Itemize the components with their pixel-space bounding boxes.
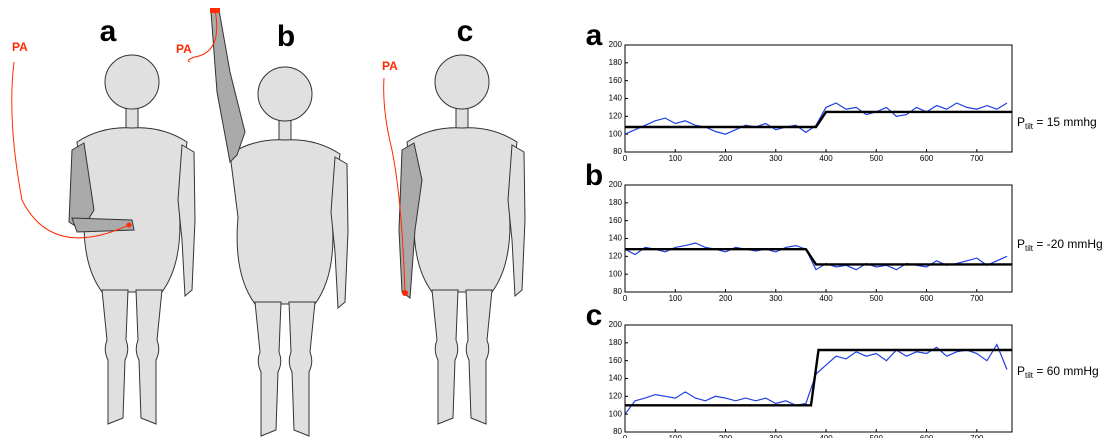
y-tick-label: 160 [609,356,623,365]
y-tick-label: 180 [609,338,623,347]
series-line [624,102,1008,135]
x-tick-label: 300 [769,434,783,438]
x-tick-label: 0 [623,434,628,438]
x-tick-label: 100 [669,154,683,163]
series-line [625,110,1012,129]
y-tick-label: 100 [609,269,623,278]
y-tick-label: 200 [609,40,623,49]
series-line [624,242,1008,271]
x-tick-label: 400 [819,434,833,438]
annotation-sub: tilt [1025,244,1034,253]
x-tick-label: 100 [669,434,683,438]
y-tick-label: 100 [609,129,623,138]
person-b [187,8,349,437]
panel-label: b [585,159,603,192]
x-tick-label: 600 [920,294,934,303]
x-tick-label: 500 [870,434,884,438]
panel-label: a [586,19,603,52]
figure-label: b [277,20,295,53]
x-tick-label: 700 [970,294,984,303]
panel-label: c [586,299,603,332]
x-tick-label: 0 [623,154,628,163]
plot-frame [624,184,1013,293]
x-tick-label: 500 [870,154,884,163]
x-tick-label: 300 [769,154,783,163]
annotation-rest: = -20 mmHg [1033,237,1103,251]
annotation-sub: tilt [1025,122,1034,131]
y-tick-label: 100 [609,409,623,418]
y-tick-label: 120 [609,251,623,260]
annotation-rest: = 15 mmhg [1033,115,1097,129]
annotation-sub: tilt [1025,371,1034,380]
y-tick-label: 200 [609,320,623,329]
x-tick-label: 300 [769,294,783,303]
y-tick-label: 180 [609,58,623,67]
x-tick-label: 700 [970,154,984,163]
annotation: Ptilt = 15 mmhg [1017,115,1097,131]
plot-frame [624,44,1013,153]
person-a [11,54,196,425]
figure-label: c [457,15,474,48]
y-tick-label: 120 [609,391,623,400]
y-tick-label: 140 [609,94,623,103]
y-tick-label: 140 [609,234,623,243]
x-tick-label: 0 [623,294,628,303]
series-line [625,248,1012,266]
pa-label: PA [382,59,398,73]
y-tick-label: 80 [613,287,622,296]
x-tick-label: 200 [719,294,733,303]
y-tick-label: 120 [609,111,623,120]
y-tick-label: 160 [609,76,623,85]
annotation: Ptilt = 60 mmHg [1017,364,1099,380]
x-tick-label: 200 [719,154,733,163]
figure-label: a [100,15,117,48]
annotation: Ptilt = -20 mmHg [1017,237,1103,253]
y-tick-label: 160 [609,216,623,225]
x-tick-label: 400 [819,154,833,163]
pa-label: PA [12,40,28,54]
plot-frame [624,324,1013,433]
pa-label: PA [176,42,192,56]
series-line [624,343,1008,415]
y-tick-label: 80 [613,427,622,436]
y-tick-label: 180 [609,198,623,207]
annotation-rest: = 60 mmHg [1033,364,1099,378]
person-c [383,54,526,425]
y-tick-label: 200 [609,180,623,189]
y-tick-label: 140 [609,374,623,383]
x-tick-label: 400 [819,294,833,303]
annotation-base: P [1017,115,1025,129]
x-tick-label: 200 [719,434,733,438]
series-line [625,348,1012,407]
x-tick-label: 700 [970,434,984,438]
x-tick-label: 600 [920,434,934,438]
x-tick-label: 600 [920,154,934,163]
annotation-base: P [1017,364,1025,378]
x-tick-label: 500 [870,294,884,303]
annotation-base: P [1017,237,1025,251]
y-tick-label: 80 [613,147,622,156]
x-tick-label: 100 [669,294,683,303]
